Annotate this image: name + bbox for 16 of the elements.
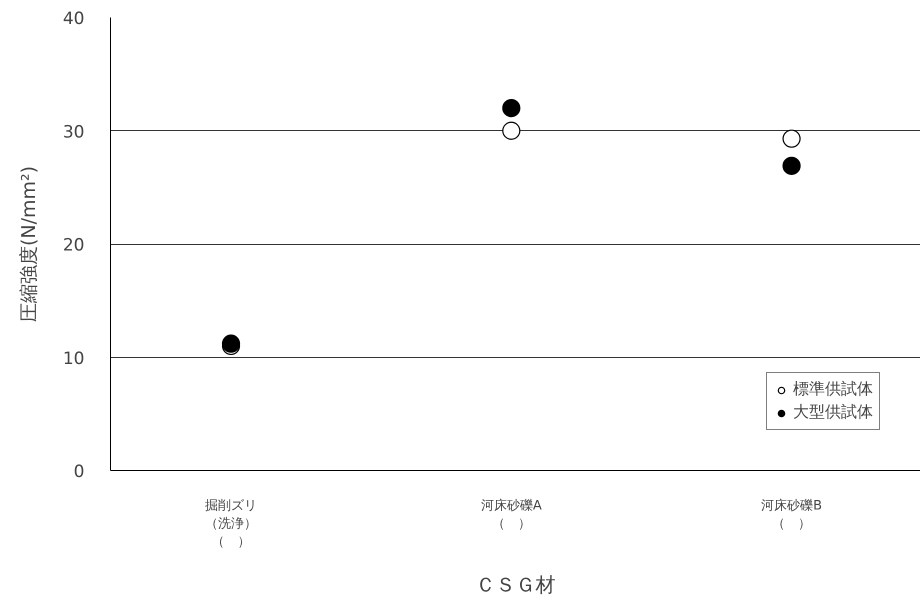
- x-tick-label: 掘削ズリ（洗浄）（ ）: [205, 498, 258, 550]
- x-tick-label: 河床砂礫B（ ）: [761, 498, 822, 532]
- y-tick-label: 40: [62, 9, 85, 29]
- point: [502, 122, 520, 140]
- point: [782, 130, 801, 148]
- legend-label: 大型供試体: [793, 402, 873, 423]
- y-tick-label: 0: [74, 462, 85, 482]
- x-axis-title: ＣＳＧ材: [476, 572, 556, 596]
- legend-label: 標準供試体: [793, 379, 873, 400]
- y-tick-label: 20: [62, 236, 85, 256]
- y-tick-label: 30: [62, 122, 85, 142]
- point: [782, 156, 801, 175]
- y-axis-title: 圧縮強度(N/mm²): [18, 166, 40, 322]
- y-tick-label: 10: [62, 348, 85, 369]
- point: [502, 99, 520, 118]
- x-tick-label: 河床砂礫A（ ）: [480, 498, 542, 532]
